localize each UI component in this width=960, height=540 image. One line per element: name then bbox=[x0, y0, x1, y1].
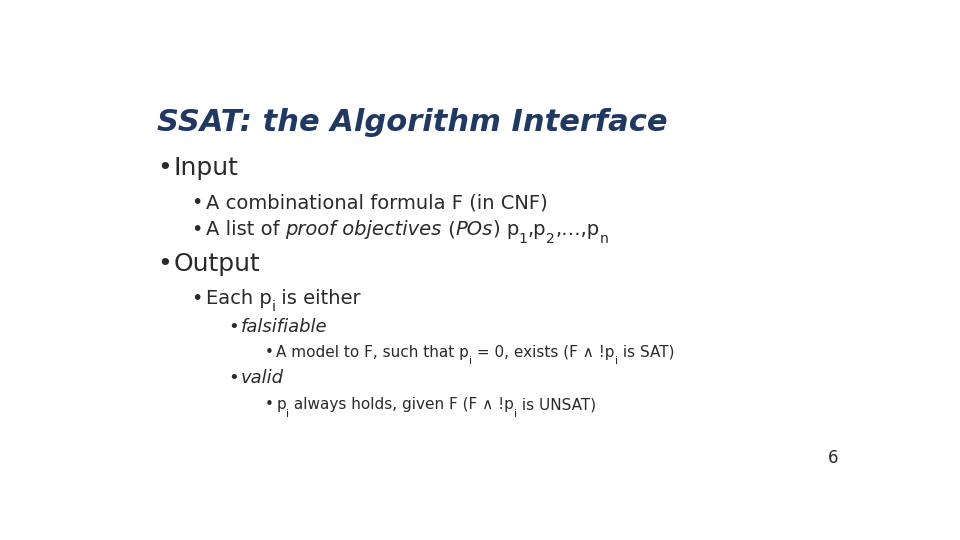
Text: p: p bbox=[276, 397, 286, 412]
Text: i: i bbox=[469, 356, 472, 366]
Text: •: • bbox=[265, 397, 274, 412]
Text: i: i bbox=[286, 409, 289, 419]
Text: always holds, given F (F ∧ !p: always holds, given F (F ∧ !p bbox=[289, 397, 514, 412]
Text: ) p: ) p bbox=[492, 220, 519, 239]
Text: •: • bbox=[265, 345, 274, 360]
Text: •: • bbox=[228, 318, 239, 336]
Text: i: i bbox=[272, 300, 276, 314]
Text: Output: Output bbox=[174, 252, 260, 275]
Text: falsifiable: falsifiable bbox=[241, 318, 327, 336]
Text: •: • bbox=[228, 369, 239, 387]
Text: SSAT: the Algorithm Interface: SSAT: the Algorithm Interface bbox=[157, 109, 668, 138]
Text: is UNSAT): is UNSAT) bbox=[517, 397, 596, 412]
Text: i: i bbox=[514, 409, 517, 419]
Text: •: • bbox=[191, 193, 202, 212]
Text: •: • bbox=[191, 289, 202, 308]
Text: POs: POs bbox=[455, 220, 492, 239]
Text: A list of: A list of bbox=[205, 220, 285, 239]
Text: 6: 6 bbox=[828, 449, 838, 467]
Text: n: n bbox=[599, 232, 609, 246]
Text: = 0, exists (F ∧ !p: = 0, exists (F ∧ !p bbox=[472, 345, 614, 360]
Text: A combinational formula F (in CNF): A combinational formula F (in CNF) bbox=[205, 193, 547, 212]
Text: 2: 2 bbox=[546, 232, 555, 246]
Text: is either: is either bbox=[276, 289, 361, 308]
Text: ,…,p: ,…,p bbox=[555, 220, 599, 239]
Text: •: • bbox=[157, 156, 172, 180]
Text: is SAT): is SAT) bbox=[618, 345, 674, 360]
Text: i: i bbox=[614, 356, 618, 366]
Text: valid: valid bbox=[241, 369, 283, 387]
Text: Input: Input bbox=[174, 156, 238, 180]
Text: proof objectives: proof objectives bbox=[285, 220, 442, 239]
Text: Each p: Each p bbox=[205, 289, 272, 308]
Text: •: • bbox=[191, 220, 202, 239]
Text: 1: 1 bbox=[519, 232, 528, 246]
Text: A model to F, such that p: A model to F, such that p bbox=[276, 345, 469, 360]
Text: (: ( bbox=[442, 220, 455, 239]
Text: •: • bbox=[157, 252, 172, 275]
Text: ,p: ,p bbox=[528, 220, 546, 239]
